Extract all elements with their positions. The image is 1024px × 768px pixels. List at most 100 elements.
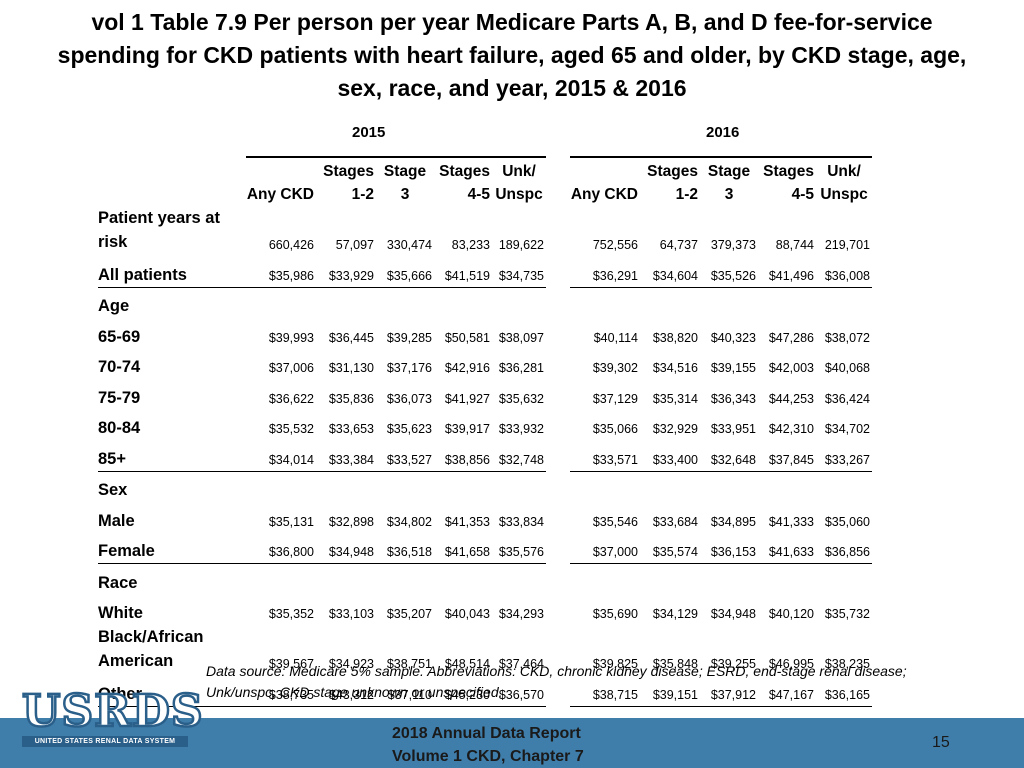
row-label: All patients (98, 256, 246, 288)
table-cell: $41,658 (434, 532, 492, 564)
table-cell: $38,235 (824, 657, 870, 671)
table-cell: 660,426 (268, 238, 314, 252)
table-cell: 88,744 (775, 238, 814, 252)
table-cell: $41,496 (758, 256, 816, 288)
table-cell: $40,323 (710, 330, 756, 345)
table-cell (376, 287, 434, 318)
table-cell: $37,176 (386, 361, 432, 375)
table-cell: $33,527 (376, 440, 434, 472)
header-row: Any CKD Stages 1-2 Stage 3 Stages 4-5 Unk/U… (98, 156, 872, 206)
table-cell: $35,352 (268, 607, 314, 621)
table-cell: $35,060 (824, 514, 870, 529)
table-cell: $42,916 (444, 361, 490, 375)
table-cell: $48,514 (444, 657, 490, 671)
table-cell: $33,932 (498, 422, 544, 436)
table-cell (316, 471, 376, 502)
usrds-logo: USRDS UNITED STATES RENAL DATA SYSTEM (21, 686, 204, 750)
table-cell (758, 564, 816, 595)
column-header: Unk/Unspc (816, 156, 872, 206)
title-line: spending for CKD patients with heart fai… (57, 42, 967, 68)
table-cell: $36,153 (700, 532, 758, 564)
table-cell: $34,702 (824, 422, 870, 436)
table-cell (376, 471, 434, 502)
table-cell: $32,898 (328, 514, 374, 529)
table-cell: $42,310 (768, 422, 814, 436)
table-cell (700, 564, 758, 595)
table-cell: $47,286 (768, 330, 814, 345)
year-label-2015: 2015 (352, 124, 386, 141)
table-cell: $35,207 (386, 607, 432, 621)
column-header: Stage 3 (376, 156, 434, 206)
table-cell: 330,474 (386, 238, 432, 252)
table-cell: $41,927 (444, 391, 490, 406)
table-cell: $39,993 (268, 330, 314, 345)
table-cell: $34,948 (710, 607, 756, 621)
table-cell: 189,622 (498, 238, 544, 252)
table-cell (246, 564, 316, 595)
table-cell: $34,516 (652, 361, 698, 375)
table-cell: $34,129 (652, 607, 698, 621)
table-cell (246, 287, 316, 318)
logo-subtitle: UNITED STATES RENAL DATA SYSTEM (22, 736, 188, 747)
table-cell: $35,732 (824, 607, 870, 621)
row-label-header (98, 157, 246, 206)
table-cell (434, 564, 492, 595)
table-cell: $36,343 (710, 391, 756, 406)
table-cell: $39,302 (592, 361, 638, 375)
table-row: 85+ $34,014 $33,384 $33,527 $38,856 $32,748 $3… (98, 440, 872, 472)
table-cell: 752,556 (592, 238, 638, 252)
row-label: Male (98, 511, 135, 530)
table-cell: $36,165 (816, 675, 872, 707)
row-label: Patient years at risk (98, 209, 220, 251)
table-cell: $38,856 (434, 440, 492, 472)
table-cell (492, 287, 546, 318)
table-cell: $38,097 (498, 330, 544, 345)
table-cell: $36,073 (386, 391, 432, 406)
table-cell: $39,567 (268, 657, 314, 671)
table-row: Male $35,131 $32,898 $34,802 $41,353 $33,834 $… (98, 502, 872, 533)
row-label: 75-79 (98, 388, 141, 407)
table-cell: $39,825 (592, 657, 638, 671)
table-cell: $36,008 (816, 256, 872, 288)
table-cell: $44,253 (768, 391, 814, 406)
table-cell: $35,848 (652, 657, 698, 671)
table-cell (700, 471, 758, 502)
table-cell (492, 564, 546, 595)
table-cell: $33,571 (570, 440, 640, 472)
table-cell (492, 471, 546, 502)
table-cell: $50,581 (444, 330, 490, 345)
table-cell: $47,167 (758, 675, 816, 707)
table-cell: 83,233 (451, 238, 490, 252)
row-label: 85+ (98, 440, 246, 472)
table-row: 80-84 $35,532 $33,653 $35,623 $39,917 $33,932… (98, 410, 872, 441)
table-cell: $35,623 (386, 422, 432, 436)
table-cell: $38,072 (824, 330, 870, 345)
column-header: Stage 3 (700, 156, 758, 206)
table-cell: $35,632 (498, 391, 544, 406)
table-cell: $35,836 (328, 391, 374, 406)
table-cell: $35,066 (592, 422, 638, 436)
table-cell: $36,291 (570, 256, 640, 288)
table-cell (700, 287, 758, 318)
row-label: Black/African American (98, 628, 204, 670)
table-cell: $32,929 (652, 422, 698, 436)
table-cell: $35,546 (592, 514, 638, 529)
column-header: Stages 4-5 (434, 156, 492, 206)
column-header: Unk/Unspc (492, 156, 546, 206)
table-cell: $37,110 (376, 675, 434, 707)
logo-wordmark: USRDS (21, 686, 204, 737)
table-cell: $34,895 (710, 514, 756, 529)
table-cell: $40,114 (593, 330, 638, 345)
table-cell: $32,648 (700, 440, 758, 472)
table-cell (640, 564, 700, 595)
table-cell (434, 287, 492, 318)
table-cell: $38,735 (246, 675, 316, 707)
table-cell (758, 287, 816, 318)
row-label: 80-84 (98, 419, 141, 437)
table-cell: $32,748 (492, 440, 546, 472)
table-cell: $39,285 (386, 330, 432, 345)
table-cell: $34,293 (498, 607, 544, 621)
table-cell: $36,622 (268, 391, 314, 406)
table-cell (316, 287, 376, 318)
table-cell: $36,856 (816, 532, 872, 564)
